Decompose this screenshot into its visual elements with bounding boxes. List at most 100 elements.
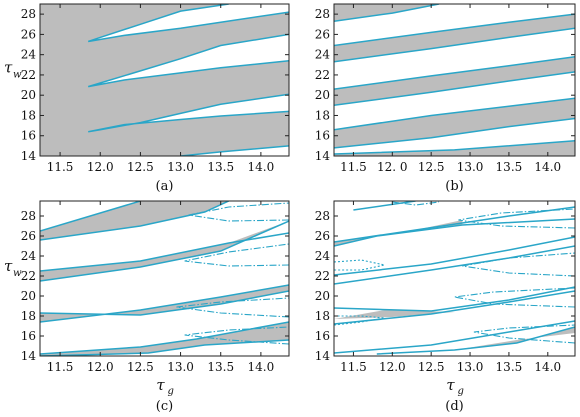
x-tick-label: 12.5 (418, 360, 445, 374)
y-axis-label: τ (4, 257, 13, 275)
boundary-curve-solid-2 (40, 284, 289, 323)
boundary-curve-solid-5 (334, 27, 575, 63)
y-tick-label: 14 (21, 149, 37, 163)
panel-label: (b) (445, 179, 463, 194)
x-tick-label: 12.5 (127, 360, 154, 374)
boundary-curve-solid-1 (40, 339, 289, 356)
plot-area (334, 4, 575, 156)
shaded-region-3 (40, 201, 229, 240)
y-tick-label: 14 (315, 349, 331, 363)
boundary-curve-solid-4 (334, 55, 575, 90)
x-tick-label: 14.0 (534, 360, 561, 374)
panel-label: (c) (156, 399, 173, 414)
y-tick-label: 18 (21, 108, 36, 122)
boundary-curve-solid-3 (180, 145, 289, 156)
boundary-curve-dashdot-11 (188, 202, 289, 222)
panel-c: 11.5 12.0 12.5 13.0 13.5 14.0 14 16 18 20 22 24 26 28… (4, 200, 290, 414)
y-tick-label: 18 (315, 309, 330, 323)
y-tick-label: 14 (315, 149, 331, 163)
x-tick-label: 13.5 (496, 360, 523, 374)
y-tick-label: 24 (315, 249, 331, 263)
x-tick-label: 14.0 (248, 360, 275, 374)
shaded-region-1 (334, 310, 455, 319)
x-tick-label: 12.0 (87, 160, 114, 174)
boundary-curve-dashdot-10 (184, 243, 289, 267)
boundary-curve-dotted-9 (334, 259, 385, 271)
boundary-curve-solid-5 (40, 232, 289, 272)
y-tick-label: 22 (315, 68, 330, 82)
y-axis-label-subscript: w (13, 268, 22, 279)
boundary-curve-solid-1 (87, 33, 289, 88)
y-tick-label: 24 (315, 48, 331, 62)
x-tick-label: 14.0 (248, 160, 275, 174)
boundary-curve-solid-0 (334, 320, 575, 354)
boundary-curve-dashdot-12 (454, 287, 575, 308)
boundary-curve-solid-5 (334, 236, 575, 276)
y-tick-label: 28 (21, 209, 36, 223)
y-axis-label: τ (4, 58, 13, 76)
panel-label: (a) (156, 179, 174, 194)
x-tick-label: 12. 0 (377, 160, 408, 174)
boundary-curve-solid-3 (334, 71, 575, 107)
boundary-curve-solid-0 (334, 140, 575, 155)
y-tick-label: 24 (21, 48, 37, 62)
y-tick-label: 26 (315, 229, 330, 243)
y-axis-label-subscript: w (13, 69, 22, 80)
boundary-curve-solid-3 (334, 286, 575, 312)
boundary-curve-dashdot-13 (462, 252, 575, 277)
x-axis-label-subscript: g (168, 386, 174, 397)
boundary-curve-solid-4 (334, 245, 575, 285)
boundary-curve-solid-2 (334, 290, 575, 325)
y-tick-label: 16 (21, 129, 36, 143)
x-tick-label: 13.5 (207, 160, 234, 174)
x-tick-label: 11.5 (340, 160, 367, 174)
boundary-curve-solid-8 (353, 201, 416, 211)
x-tick-label: 11.5 (47, 160, 74, 174)
x-tick-label: 13.0 (167, 160, 194, 174)
y-tick-label: 16 (315, 329, 330, 343)
y-tick-label: 16 (21, 329, 36, 343)
boundary-curve-solid-0 (40, 321, 289, 355)
y-tick-label: 20 (21, 289, 36, 303)
plot-area (334, 201, 575, 356)
axes-frame (333, 3, 576, 157)
shaded-region-0 (40, 4, 289, 156)
boundary-curve-solid-2 (334, 97, 575, 131)
y-tick-label: 20 (315, 289, 330, 303)
x-axis-label: τ (156, 376, 165, 394)
x-tick-label: 11.5 (340, 360, 367, 374)
x-tick-label: 11.5 (47, 360, 74, 374)
panel-a: 11.5 12.0 12.5 13.0 13.5 14.0 14 16 18 20 22 24 26 28… (4, 3, 290, 194)
shaded-region-2 (334, 56, 575, 106)
axes-frame (39, 200, 290, 357)
x-tick-label: 13.0 (457, 160, 484, 174)
plot-area (40, 201, 289, 356)
boundary-curve-dashdot-9 (176, 297, 289, 318)
clear-region-2 (88, 34, 289, 87)
boundary-curve-dashdot-14 (458, 208, 575, 229)
boundary-curve-solid-6 (334, 13, 575, 47)
x-tick-label: 12.5 (127, 160, 154, 174)
y-tick-label: 18 (21, 309, 36, 323)
y-tick-label: 24 (21, 249, 37, 263)
clear-region-3 (88, 4, 289, 42)
boundary-curve-solid-1 (334, 117, 575, 149)
boundary-curve-solid-1 (376, 326, 575, 355)
y-tick-label: 18 (315, 108, 330, 122)
y-tick-label: 14 (21, 349, 37, 363)
panel-b: 11.5 12. 0 12.5 13.0 13.5 14.0 14 16 18 20 22 24 26 2… (315, 3, 576, 194)
y-tick-label: 28 (315, 7, 330, 21)
x-tick-label: 12.0 (87, 360, 114, 374)
shaded-region-3 (334, 14, 575, 62)
boundary-curve-dashdot-8 (184, 326, 289, 345)
x-tick-label: 12.0 (379, 360, 406, 374)
y-tick-label: 28 (315, 209, 330, 223)
y-tick-label: 22 (315, 269, 330, 283)
x-tick-label: 14.0 (534, 160, 561, 174)
y-tick-label: 20 (315, 88, 330, 102)
x-tick-label: 12.5 (418, 160, 445, 174)
boundary-curve-solid-0 (88, 93, 289, 133)
y-tick-label: 26 (315, 27, 330, 41)
boundary-curve-dashdot-11 (473, 324, 575, 344)
